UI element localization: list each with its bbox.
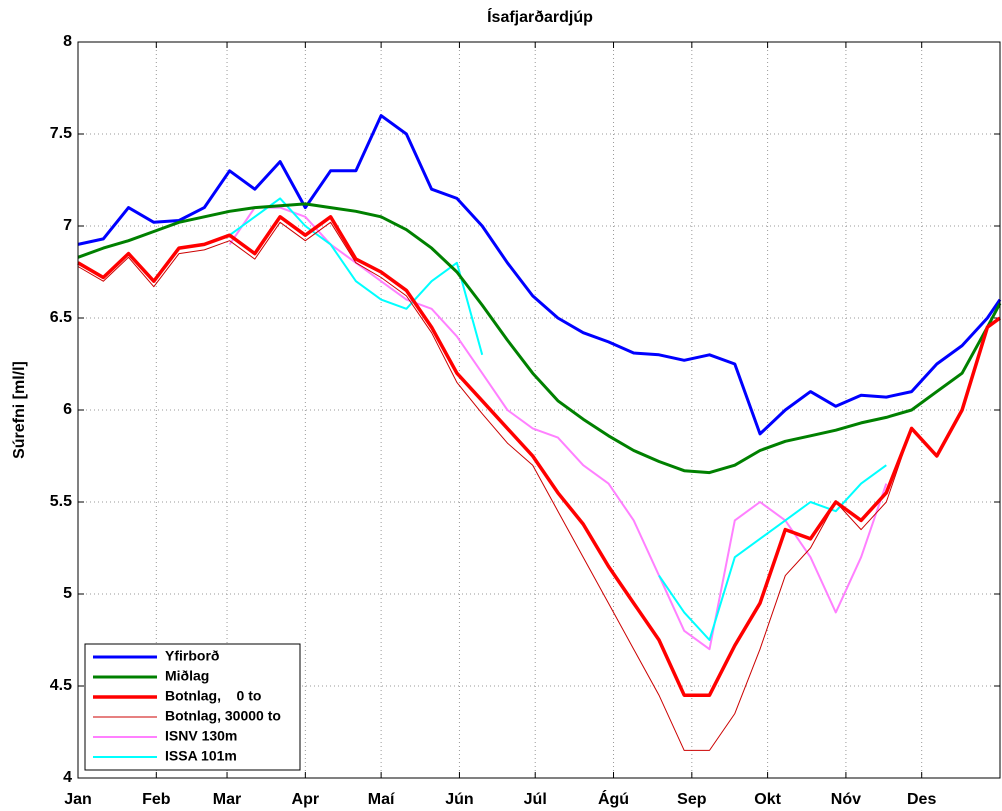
x-tick-label: Des bbox=[907, 791, 936, 808]
x-tick-label: Júl bbox=[524, 791, 547, 808]
x-tick-label: Sep bbox=[677, 791, 707, 808]
series-line bbox=[229, 197, 887, 641]
x-tick-label: Feb bbox=[142, 791, 171, 808]
series-line bbox=[77, 202, 1002, 475]
legend-label: Miðlag bbox=[165, 668, 209, 684]
series-line bbox=[77, 215, 1002, 697]
y-tick-label: 6 bbox=[63, 401, 72, 418]
legend: Yfirborð Miðlag Botnlag, 0 to Botnlag, 3000… bbox=[84, 643, 301, 771]
y-tick-label: 8 bbox=[63, 33, 72, 50]
series-line bbox=[77, 114, 1002, 436]
y-axis-label: Súrefni [ml/l] bbox=[11, 361, 28, 459]
x-tick-label: Nóv bbox=[831, 791, 861, 808]
x-tick-label: Maí bbox=[368, 791, 395, 808]
series-line bbox=[228, 206, 888, 651]
x-tick-label: Ágú bbox=[598, 789, 629, 808]
y-tick-label: 7.5 bbox=[50, 125, 72, 142]
y-tick-label: 4 bbox=[63, 769, 72, 786]
plot-frame bbox=[77, 41, 1001, 779]
legend-label: ISNV 130m bbox=[165, 728, 237, 744]
y-tick-label: 4.5 bbox=[50, 677, 72, 694]
series-line bbox=[77, 221, 1001, 751]
chart-title: Ísafjarðardjúp bbox=[487, 7, 593, 26]
x-tick-label: Mar bbox=[213, 791, 241, 808]
legend-label: Botnlag, 30000 to bbox=[165, 708, 281, 724]
x-tick-label: Okt bbox=[754, 791, 781, 808]
x-tick-label: Jan bbox=[64, 791, 92, 808]
legend-box bbox=[84, 643, 301, 771]
legend-label: ISSA 101m bbox=[165, 748, 237, 764]
y-tick-label: 5.5 bbox=[50, 493, 72, 510]
y-tick-label: 5 bbox=[63, 585, 72, 602]
legend-label: Yfirborð bbox=[165, 648, 219, 664]
y-tick-label: 6.5 bbox=[50, 309, 72, 326]
y-tick-label: 7 bbox=[63, 217, 72, 234]
x-tick-label: Jún bbox=[445, 791, 473, 808]
legend-label: Botnlag, 0 to bbox=[165, 688, 261, 704]
x-tick-label: Apr bbox=[292, 791, 320, 808]
